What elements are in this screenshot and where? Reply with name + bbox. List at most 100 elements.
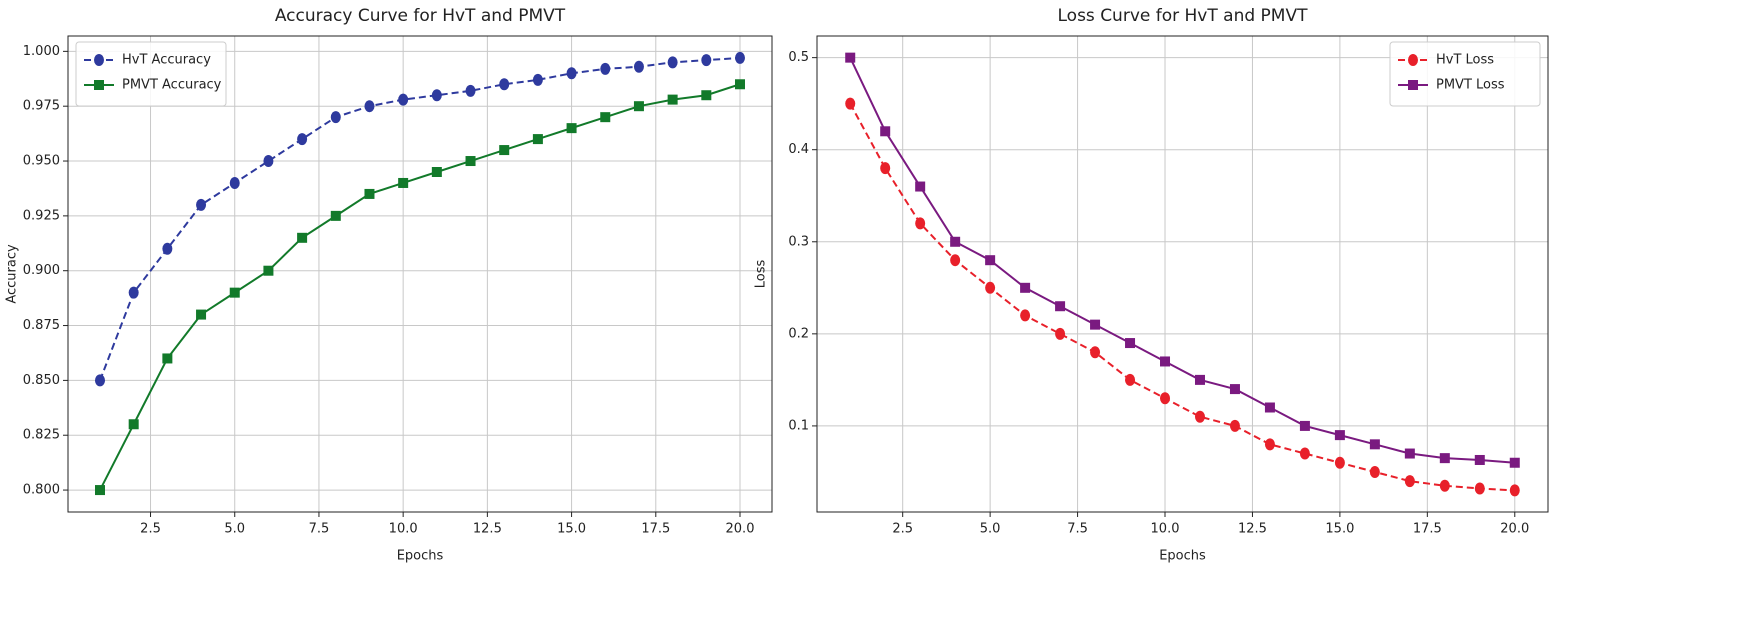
marker (196, 309, 207, 320)
marker (297, 232, 308, 243)
y-tick-label: 0.900 (23, 263, 60, 278)
marker (1439, 453, 1450, 464)
y-tick-label: 0.875 (23, 318, 60, 333)
y-tick-label: 0.4 (788, 142, 809, 157)
marker (499, 78, 510, 91)
legend-label: PMVT Accuracy (122, 78, 222, 93)
marker (1404, 475, 1415, 488)
marker (398, 177, 409, 188)
marker (94, 80, 104, 90)
marker (94, 54, 104, 66)
marker (128, 286, 139, 299)
y-tick-label: 0.2 (788, 326, 809, 341)
x-tick-label: 17.5 (1413, 522, 1442, 537)
marker (95, 485, 105, 496)
y-tick-label: 0.825 (23, 428, 60, 443)
marker (297, 133, 308, 146)
x-axis-label: Epochs (1159, 549, 1206, 564)
marker (735, 51, 745, 64)
marker (950, 254, 961, 267)
marker (1474, 482, 1485, 495)
y-axis-label: Loss (754, 260, 769, 289)
marker (1334, 430, 1345, 441)
y-tick-label: 0.925 (23, 208, 60, 223)
series-line (849, 57, 1515, 464)
marker (263, 155, 274, 168)
x-tick-label: 12.5 (473, 522, 502, 537)
marker (880, 162, 891, 175)
marker (95, 374, 105, 387)
marker (845, 97, 856, 110)
marker (1125, 373, 1136, 386)
marker (1229, 384, 1240, 395)
y-tick-label: 0.3 (788, 234, 809, 249)
x-tick-label: 20.0 (1500, 522, 1529, 537)
marker (1229, 419, 1240, 432)
marker (128, 419, 139, 430)
marker (600, 112, 611, 123)
marker (364, 188, 375, 199)
marker (600, 62, 611, 75)
marker (1369, 439, 1380, 450)
marker (364, 100, 375, 113)
marker (465, 84, 476, 97)
marker (915, 217, 926, 230)
series-line (99, 56, 741, 381)
y-tick-label: 0.800 (23, 483, 60, 498)
y-axis-label: Accuracy (5, 244, 20, 304)
plot-area (68, 36, 772, 512)
marker (985, 255, 996, 266)
marker (196, 198, 207, 211)
marker (229, 287, 240, 298)
x-axis-label: Epochs (397, 549, 444, 564)
marker (162, 242, 173, 255)
marker (566, 123, 577, 134)
marker (431, 89, 442, 102)
x-tick-label: 5.0 (224, 522, 245, 537)
marker (1160, 392, 1171, 405)
marker (1194, 374, 1205, 385)
marker (1125, 338, 1136, 349)
y-tick-label: 0.850 (23, 373, 60, 388)
x-tick-label: 20.0 (726, 522, 755, 537)
marker (845, 52, 856, 63)
x-tick-label: 17.5 (641, 522, 670, 537)
marker (950, 236, 961, 247)
chart-title: Accuracy Curve for HvT and PMVT (275, 6, 566, 26)
marker (985, 281, 996, 294)
axes-frame (67, 35, 773, 513)
marker (1264, 438, 1275, 451)
x-tick-label: 2.5 (140, 522, 161, 537)
x-tick-label: 15.0 (557, 522, 586, 537)
marker (532, 134, 543, 145)
marker (1509, 484, 1520, 497)
marker (1020, 309, 1031, 322)
plot-area (817, 36, 1548, 512)
x-tick-label: 7.5 (1067, 522, 1088, 537)
marker (1194, 410, 1205, 423)
y-tick-label: 1.000 (23, 44, 60, 59)
marker (465, 156, 476, 167)
marker (499, 145, 510, 156)
marker (1408, 54, 1418, 66)
x-tick-label: 10.0 (1151, 522, 1180, 537)
marker (1055, 327, 1066, 340)
marker (1369, 465, 1380, 478)
x-tick-label: 15.0 (1325, 522, 1354, 537)
x-tick-label: 10.0 (389, 522, 418, 537)
legend-box (75, 41, 227, 107)
marker (1299, 447, 1310, 460)
marker (1404, 448, 1415, 459)
marker (1055, 301, 1066, 312)
marker (1334, 456, 1345, 469)
marker (667, 56, 678, 69)
legend-label: HvT Accuracy (122, 53, 211, 68)
marker (1439, 479, 1450, 492)
legend-label: HvT Loss (1436, 53, 1494, 68)
marker (162, 353, 173, 364)
y-tick-label: 0.975 (23, 99, 60, 114)
marker (633, 101, 644, 112)
series-line (849, 103, 1515, 492)
marker (263, 265, 274, 276)
